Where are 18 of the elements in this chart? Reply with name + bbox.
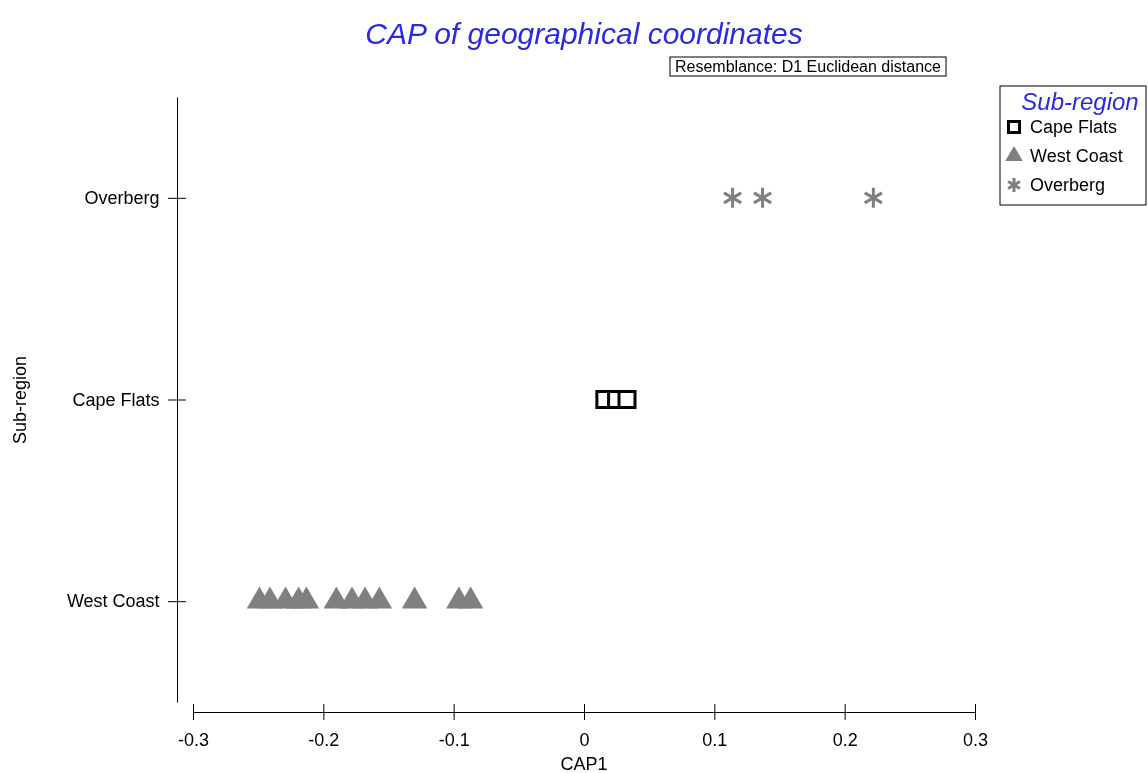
x-tick-label: 0 xyxy=(579,730,590,751)
x-tick-label: 0.2 xyxy=(832,730,858,751)
x-tick-label: 0.1 xyxy=(702,730,728,751)
chart-title: CAP of geographical coordinates xyxy=(365,17,803,50)
legend-label: Cape Flats xyxy=(1030,117,1118,137)
y-tick-label: West Coast xyxy=(66,591,160,612)
text: Resemblance: D1 Euclidean distance xyxy=(675,58,942,75)
x-axis-title: CAP1 xyxy=(560,754,608,773)
x-tick-label: -0.3 xyxy=(177,730,210,751)
y-axis-title: Sub-region xyxy=(10,355,30,445)
x-tick-label: -0.2 xyxy=(308,730,340,751)
legend-title: Sub-region xyxy=(1021,88,1139,115)
x-tick-label: -0.1 xyxy=(438,730,470,751)
legend-label: West Coast xyxy=(1030,146,1123,166)
legend-label: Overberg xyxy=(1030,175,1106,195)
y-tick-label: Overberg xyxy=(84,188,160,209)
y-tick-label: Cape Flats xyxy=(72,389,160,410)
x-tick-label: 0.3 xyxy=(962,730,989,751)
